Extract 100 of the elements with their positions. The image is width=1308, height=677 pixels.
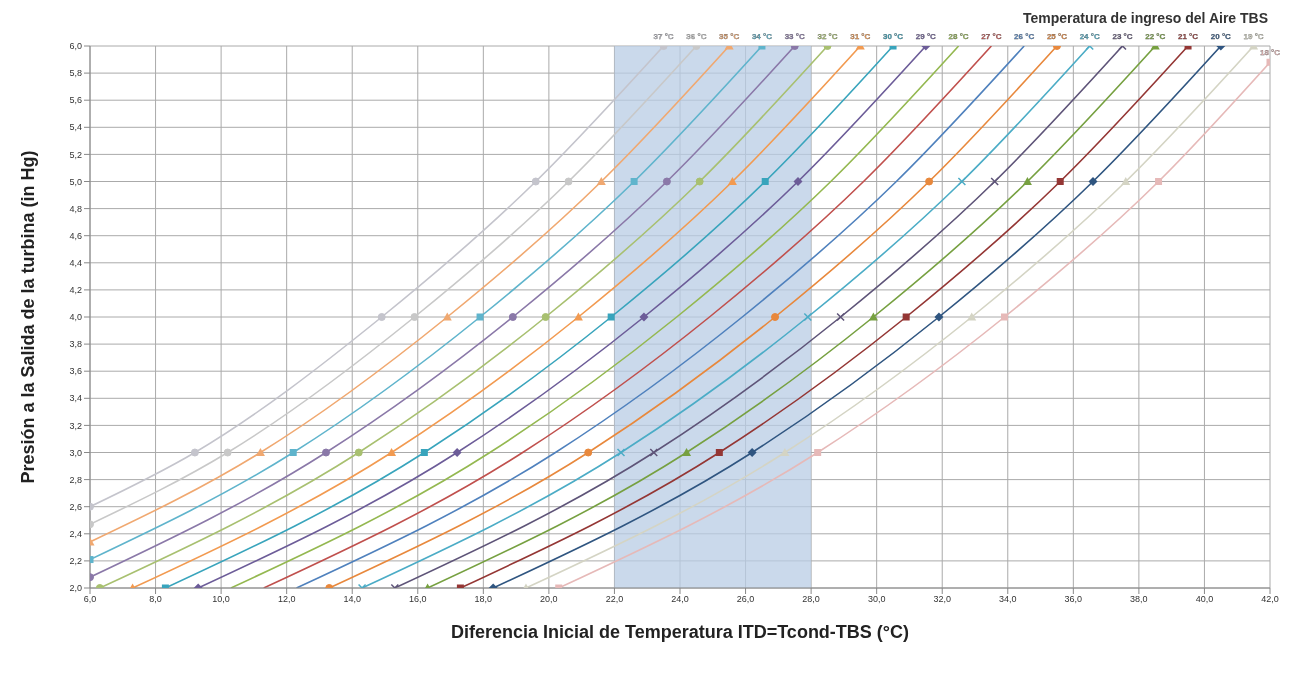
- y-axis-title: Presión a la Salida de la turbina (in Hg): [18, 150, 39, 484]
- x-tick-label: 38,0: [1130, 594, 1148, 605]
- point: [564, 177, 573, 186]
- point: [223, 448, 232, 457]
- y-tick-label: 2,6: [69, 501, 82, 512]
- series-label: 25 °C: [1046, 32, 1068, 41]
- y-tick-label: 5,6: [69, 95, 82, 106]
- point: [1155, 178, 1163, 185]
- series-label: 20 °C: [1210, 32, 1232, 41]
- point: [990, 177, 999, 186]
- series-label: 34 °C: [751, 32, 773, 41]
- x-tick-label: 26,0: [736, 594, 755, 605]
- point: [616, 448, 626, 457]
- y-tick-label: 3,8: [69, 339, 82, 350]
- x-axis-title: Diferencia Inicial de Temperatura ITD=Tcond-TBS (°C): [450, 622, 910, 642]
- x-tick-label: 36,0: [1064, 594, 1083, 605]
- y-tick-label: 3,2: [69, 420, 82, 431]
- point: [902, 313, 910, 321]
- point: [190, 448, 199, 457]
- point: [836, 312, 845, 322]
- point: [508, 313, 517, 321]
- x-tick-label: 8,0: [149, 594, 162, 605]
- point: [607, 313, 615, 321]
- x-tick-label: 32,0: [933, 594, 951, 605]
- point: [377, 313, 386, 321]
- point: [420, 449, 428, 456]
- y-tick-label: 4,4: [69, 257, 82, 268]
- y-tick-label: 5,2: [69, 149, 82, 160]
- point: [452, 448, 462, 457]
- series-label: 37 °C: [653, 32, 674, 41]
- series-label: 31 °C: [850, 32, 871, 41]
- point: [761, 178, 769, 185]
- x-tick-label: 10,0: [212, 594, 230, 605]
- point: [682, 448, 692, 456]
- point: [387, 448, 397, 456]
- series-label: 32 °C: [817, 32, 838, 41]
- point: [322, 448, 330, 457]
- series-label: 18 °C: [1259, 48, 1281, 58]
- y-tick-label: 2,2: [69, 556, 82, 567]
- series-label: 35 °C: [719, 32, 740, 41]
- point: [662, 177, 671, 186]
- x-tick-label: 20,0: [540, 594, 558, 605]
- x-tick-label: 28,0: [802, 594, 820, 605]
- x-tick-label: 34,0: [999, 594, 1017, 605]
- x-tick-label: 14,0: [343, 594, 361, 605]
- y-tick-label: 3,0: [69, 447, 82, 458]
- y-tick-label: 3,6: [69, 366, 82, 377]
- series-label: 28 °C: [948, 32, 969, 41]
- y-tick-label: 5,4: [69, 122, 82, 133]
- point: [476, 313, 484, 321]
- point: [780, 448, 790, 456]
- series-label: 22 °C: [1145, 32, 1166, 41]
- point: [934, 312, 944, 322]
- point: [1022, 177, 1032, 185]
- x-tick-label: 24,0: [671, 594, 689, 605]
- series-label: 24 °C: [1079, 32, 1100, 41]
- legend-title: Temperatura de ingreso del Aire TBS: [1022, 10, 1268, 26]
- y-tick-label: 5,0: [69, 176, 82, 187]
- y-tick-label: 5,8: [69, 68, 82, 79]
- y-tick-label: 2,4: [69, 528, 82, 539]
- point: [649, 448, 659, 457]
- y-tick-label: 2,0: [69, 583, 82, 594]
- point: [1088, 177, 1098, 186]
- series-label: 29 °C: [915, 32, 937, 41]
- point: [442, 312, 452, 321]
- y-tick-label: 4,2: [69, 285, 82, 296]
- point: [868, 312, 878, 321]
- point: [803, 312, 813, 322]
- point: [531, 177, 540, 186]
- series-label: 30 °C: [883, 32, 904, 41]
- point: [925, 177, 934, 186]
- x-tick-label: 42,0: [1261, 594, 1279, 605]
- point: [596, 177, 606, 185]
- point: [541, 313, 550, 321]
- point: [793, 177, 803, 186]
- point: [354, 448, 363, 457]
- y-tick-label: 2,8: [69, 474, 82, 485]
- x-tick-label: 22,0: [605, 594, 624, 605]
- point: [410, 313, 419, 321]
- x-tick-label: 30,0: [867, 594, 886, 605]
- point: [727, 177, 737, 185]
- point: [715, 449, 723, 456]
- point: [957, 177, 967, 186]
- point: [1121, 177, 1131, 185]
- x-tick-label: 12,0: [277, 594, 296, 605]
- point: [814, 449, 822, 456]
- y-tick-label: 4,6: [69, 230, 82, 241]
- point: [630, 178, 638, 185]
- x-tick-label: 6,0: [83, 594, 97, 605]
- point: [967, 312, 977, 321]
- point: [695, 177, 704, 186]
- point: [289, 449, 297, 456]
- point: [639, 312, 649, 322]
- x-tick-label: 40,0: [1195, 594, 1214, 605]
- series-label: 21 °C: [1178, 32, 1199, 41]
- series-label: 36 °C: [686, 32, 707, 41]
- y-tick-label: 6,0: [69, 41, 82, 52]
- point: [1001, 313, 1008, 321]
- point: [747, 448, 757, 457]
- series-label: 33 °C: [784, 32, 805, 41]
